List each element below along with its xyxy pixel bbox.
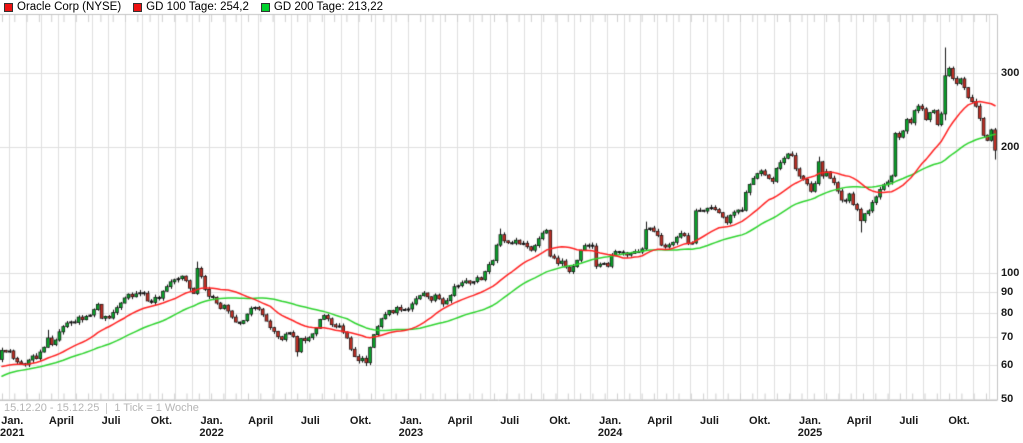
x-axis-tick: Okt.: [749, 416, 770, 427]
legend-item-1: GD 100 Tage: 254,2: [133, 1, 249, 13]
x-axis-tick: Juli: [899, 416, 918, 427]
legend-swatch-icon: [133, 2, 143, 12]
x-axis-tick: Juli: [500, 416, 519, 427]
x-axis-year-label: 2023: [398, 427, 424, 439]
x-axis-month-label: Juli: [500, 415, 520, 427]
x-axis-month-label: Jan.: [399, 415, 422, 427]
x-axis-month-label: April: [846, 415, 872, 427]
x-axis-tick: Jan. 2024: [598, 416, 622, 439]
x-axis-tick: April: [49, 416, 74, 427]
x-axis-tick: Jan. 2021: [0, 416, 24, 439]
date-range-text: 15.12.20 - 15.12.25: [4, 402, 100, 414]
x-axis-tick: Juli: [102, 416, 121, 427]
x-axis-tick: Jan. 2022: [199, 416, 223, 439]
x-axis-tick: April: [847, 416, 872, 427]
legend-item-2: GD 200 Tage: 213,22: [260, 1, 384, 13]
x-axis-tick: Okt.: [948, 416, 969, 427]
x-axis-month-label: Okt.: [349, 415, 372, 427]
x-axis-year-label: 2025: [797, 427, 823, 439]
legend-swatch-icon: [260, 2, 270, 12]
y-axis-label: 300: [1001, 67, 1020, 80]
tick-note-text: 1 Tick = 1 Woche: [114, 402, 199, 414]
x-axis-month-label: Okt.: [749, 415, 771, 427]
x-axis-month-label: Jan.: [1, 415, 24, 427]
legend-swatch-icon: [4, 2, 13, 12]
y-axis-label: 100: [1001, 266, 1020, 279]
x-axis-month-label: April: [447, 415, 473, 427]
date-range-info: 15.12.20 - 15.12.25 1 Tick = 1 Woche: [4, 402, 199, 414]
x-axis-month-label: April: [48, 415, 74, 427]
x-axis-month-label: Juli: [899, 415, 919, 427]
y-axis-label: 60: [1001, 359, 1014, 372]
x-axis-tick: April: [447, 416, 472, 427]
x-axis-month-label: Juli: [700, 415, 719, 427]
legend-label: Oracle Corp (NYSE): [17, 1, 122, 13]
x-axis-month-label: April: [248, 415, 274, 427]
x-axis-month-label: April: [647, 415, 673, 427]
y-axis-label: 50: [1001, 392, 1014, 405]
x-axis-tick: April: [647, 416, 672, 427]
y-axis-label: 80: [1001, 307, 1014, 320]
x-axis-month-label: Jan.: [798, 415, 821, 427]
x-axis-tick: Okt.: [549, 416, 570, 427]
x-axis-tick: April: [248, 416, 273, 427]
x-axis-tick: Okt.: [350, 416, 371, 427]
x-axis-tick: Jan. 2023: [399, 416, 423, 439]
legend: Oracle Corp (NYSE) GD 100 Tage: 254,2 GD 2…: [4, 1, 383, 13]
x-axis-month-label: Okt.: [150, 415, 173, 427]
legend-label: GD 100 Tage: 254,2: [146, 1, 249, 13]
x-axis-month-label: Okt.: [948, 415, 970, 427]
x-axis-tick: Juli: [700, 416, 719, 427]
x-axis-tick: Okt.: [151, 416, 172, 427]
x-axis-year-label: 2022: [199, 427, 224, 439]
y-axis-label: 70: [1001, 331, 1014, 344]
x-axis-month-label: Juli: [300, 415, 320, 427]
x-axis-month-label: Juli: [101, 415, 121, 427]
x-axis-tick: Jan. 2025: [798, 416, 822, 439]
x-axis-month-label: Okt.: [549, 415, 571, 427]
x-axis-month-label: Jan.: [200, 415, 223, 427]
x-axis-year-label: 2021: [0, 427, 25, 439]
info-separator: [106, 402, 108, 414]
x-axis-year-label: 2024: [597, 427, 623, 439]
y-axis-label: 200: [1001, 140, 1020, 153]
legend-label: GD 200 Tage: 213,22: [273, 1, 384, 13]
y-axis-label: 90: [1001, 285, 1014, 298]
x-axis-tick: Juli: [301, 416, 320, 427]
legend-item-0: Oracle Corp (NYSE): [4, 1, 121, 13]
x-axis-month-label: Jan.: [599, 415, 622, 427]
